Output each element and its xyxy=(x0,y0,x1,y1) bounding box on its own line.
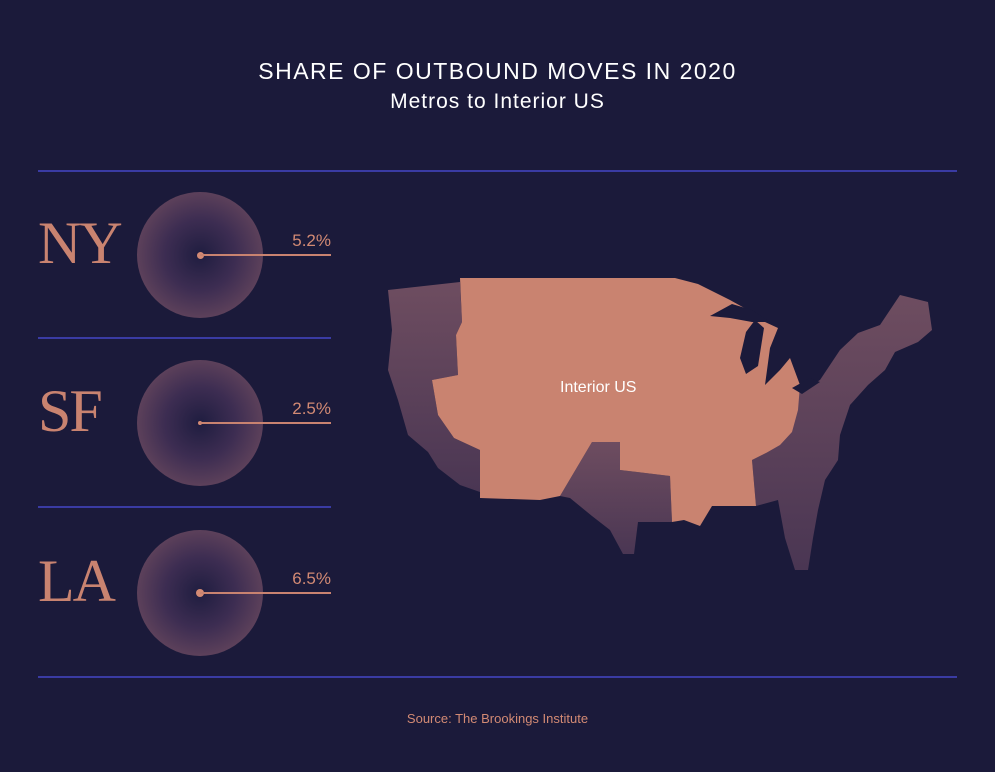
divider-bottom xyxy=(38,676,957,678)
lake-erie xyxy=(792,378,820,394)
lake-superior xyxy=(710,304,770,322)
texas-region xyxy=(560,442,672,554)
value-label: 2.5% xyxy=(292,399,331,418)
chart-subtitle: Metros to Interior US xyxy=(390,90,605,113)
us-map xyxy=(388,278,932,570)
leader-line xyxy=(200,254,331,256)
west-coast-region xyxy=(388,282,480,492)
map-label-interior-us: Interior US xyxy=(560,379,637,396)
value-dot xyxy=(197,420,203,426)
leader-line xyxy=(200,422,331,424)
leader-line xyxy=(200,592,331,594)
metro-label: LA xyxy=(38,548,116,614)
divider-top xyxy=(38,170,957,172)
interior-us-region xyxy=(432,278,800,526)
metro-label: SF xyxy=(38,378,103,444)
chart-title: SHARE OF OUTBOUND MOVES IN 2020 xyxy=(258,58,737,84)
divider-row-2 xyxy=(38,506,331,508)
divider-row-1 xyxy=(38,337,331,339)
metro-row: SF 2.5% xyxy=(0,343,340,503)
value-label: 6.5% xyxy=(292,569,331,588)
metro-label: NY xyxy=(38,210,123,276)
metro-row: LA 6.5% xyxy=(0,513,340,673)
value-label: 5.2% xyxy=(292,231,331,250)
lake-michigan xyxy=(740,320,764,374)
east-region xyxy=(752,295,932,570)
source-note: Source: The Brookings Institute xyxy=(406,711,589,726)
metro-row: NY 5.2% xyxy=(0,175,340,335)
